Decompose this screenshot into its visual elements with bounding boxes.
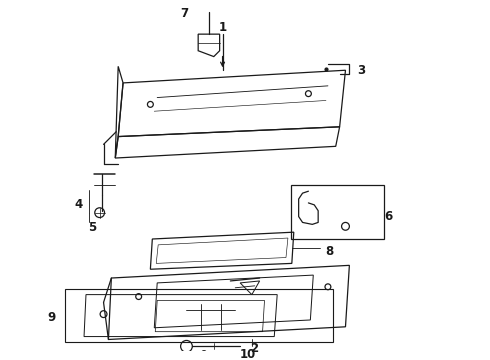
Text: 2: 2 [250, 342, 258, 355]
Text: 4: 4 [74, 198, 82, 211]
Text: 6: 6 [384, 210, 392, 223]
Text: 10: 10 [240, 348, 256, 360]
Text: 1: 1 [219, 21, 227, 34]
Text: 8: 8 [326, 245, 334, 258]
Bar [65, 289, 333, 342]
Text: 3: 3 [357, 64, 365, 77]
Text: 7: 7 [180, 7, 189, 20]
Bar [291, 185, 384, 239]
Text: 5: 5 [88, 221, 96, 234]
Text: 9: 9 [48, 311, 56, 324]
